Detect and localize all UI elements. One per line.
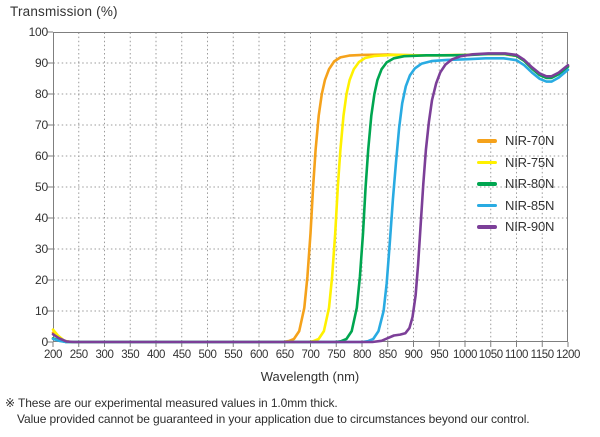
footnote-line-2: Value provided cannot be guaranteed in y… (17, 412, 530, 426)
x-tick-label: 900 (404, 349, 423, 361)
legend-label: NIR-75N (505, 154, 555, 170)
legend-line-swatch (477, 139, 497, 143)
x-tick-label: 250 (69, 349, 88, 361)
legend-label: NIR-90N (505, 219, 555, 235)
legend-item-nir-80n: NIR-80N (477, 173, 554, 195)
y-tick-label: 10 (35, 304, 48, 318)
legend: NIR-70N NIR-75N NIR-80N NIR-85N NIR-90N (477, 130, 554, 238)
legend-label: NIR-70N (505, 133, 555, 149)
legend-line-swatch (477, 182, 497, 186)
y-tick-label: 80 (35, 87, 48, 101)
x-tick-label: 500 (198, 349, 217, 361)
y-tick-label: 90 (35, 56, 48, 70)
y-tick-label: 50 (35, 180, 48, 194)
x-tick-label: 600 (250, 349, 268, 361)
x-tick-label: 1200 (556, 349, 580, 361)
x-tick-label: 1150 (530, 349, 555, 361)
legend-label: NIR-80N (505, 176, 555, 192)
plot-area (47, 31, 570, 347)
x-tick-label: 800 (353, 349, 371, 361)
legend-line-swatch (477, 203, 497, 207)
y-tick-label: 60 (35, 149, 48, 163)
x-tick-label: 200 (44, 349, 62, 361)
curve-nir-90n (51, 52, 570, 344)
x-tick-label: 850 (378, 349, 397, 361)
legend-label: NIR-85N (505, 197, 555, 213)
y-tick-label: 100 (28, 25, 49, 39)
x-tick-label: 1000 (453, 349, 477, 361)
y-tick-label: 40 (35, 211, 48, 225)
x-tick-label: 700 (301, 349, 320, 361)
x-tick-label: 950 (430, 349, 449, 361)
legend-line-swatch (477, 160, 497, 164)
y-tick-label: 30 (35, 242, 48, 256)
x-tick-label: 400 (147, 349, 165, 361)
x-axis-title: Wavelength (nm) (260, 369, 360, 384)
x-tick-label: 550 (224, 349, 243, 361)
legend-item-nir-90n: NIR-90N (477, 216, 554, 238)
legend-item-nir-85n: NIR-85N (477, 195, 554, 217)
x-tick-label: 300 (95, 349, 114, 361)
legend-line-swatch (477, 225, 497, 229)
x-tick-label: 1050 (478, 349, 503, 361)
y-tick-label: 70 (35, 118, 48, 132)
x-tick-label: 1100 (504, 349, 529, 361)
footnote-line-1: ※ These are our experimental measured va… (5, 396, 338, 410)
y-tick-label: 20 (35, 273, 48, 287)
x-tick-label: 350 (121, 349, 140, 361)
x-tick-label: 750 (327, 349, 346, 361)
x-tick-label: 650 (275, 349, 294, 361)
legend-item-nir-70n: NIR-70N (477, 130, 554, 152)
y-tick-label: 0 (41, 335, 49, 349)
legend-item-nir-75n: NIR-75N (477, 152, 554, 174)
chart-title: Transmission (%) (10, 4, 118, 19)
x-tick-label: 450 (172, 349, 191, 361)
